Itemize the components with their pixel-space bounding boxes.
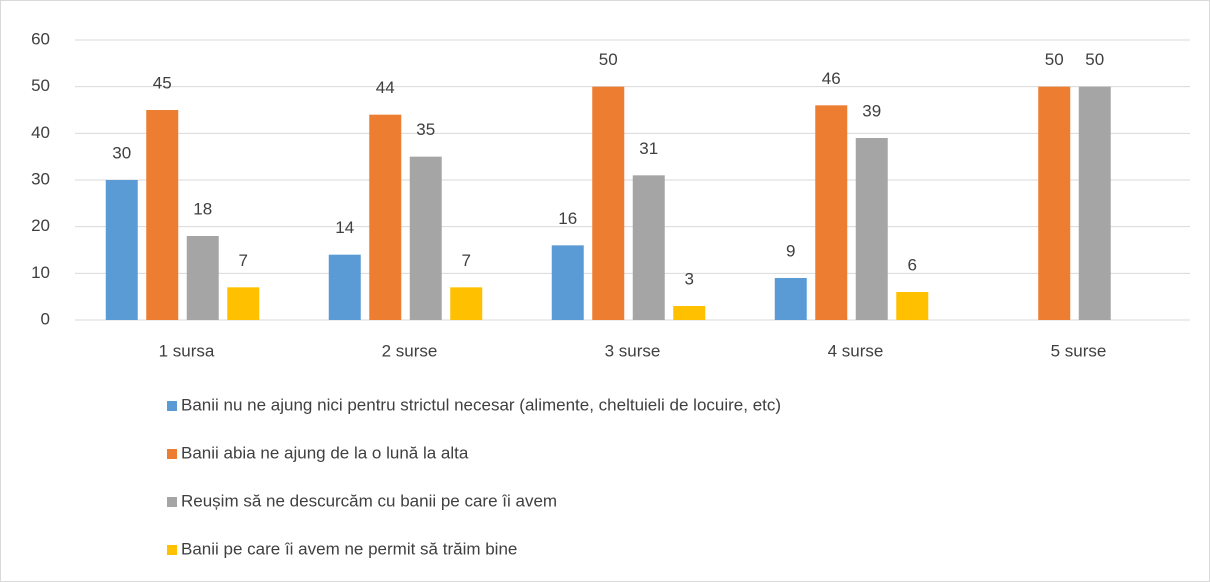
bar [450, 287, 483, 320]
legend-swatch [167, 545, 177, 555]
bar [369, 114, 402, 321]
data-label: 3 [685, 269, 694, 288]
data-label: 31 [639, 139, 658, 158]
bar [409, 156, 442, 320]
bar [896, 292, 929, 320]
bar [328, 254, 361, 320]
bar [1078, 86, 1111, 321]
y-tick-label: 60 [31, 29, 50, 48]
bar [186, 236, 219, 320]
data-label: 50 [1045, 50, 1064, 69]
bar [227, 287, 260, 320]
y-tick-label: 10 [31, 263, 50, 282]
data-label: 35 [416, 120, 435, 139]
legend-label: Reușim să ne descurcăm cu banii pe care … [181, 491, 557, 510]
bar [105, 180, 138, 320]
bar [774, 278, 807, 320]
data-label: 7 [239, 251, 248, 270]
data-label: 18 [193, 199, 212, 218]
data-label: 7 [462, 251, 471, 270]
data-label: 30 [112, 143, 131, 162]
x-tick-label: 3 surse [605, 341, 661, 360]
data-label: 9 [786, 241, 795, 260]
y-tick-label: 0 [41, 309, 50, 328]
bar [1038, 86, 1071, 321]
bar [551, 245, 584, 320]
data-label: 16 [558, 209, 577, 228]
bar [632, 175, 665, 320]
legend-swatch [167, 497, 177, 507]
data-label: 39 [862, 101, 881, 120]
bar [146, 110, 179, 320]
data-label: 50 [599, 50, 618, 69]
legend-swatch [167, 401, 177, 411]
legend-label: Banii nu ne ajung nici pentru strictul n… [181, 395, 781, 414]
y-tick-label: 50 [31, 76, 50, 95]
data-label: 50 [1085, 50, 1104, 69]
data-label: 44 [376, 78, 395, 97]
bar [815, 105, 848, 320]
x-tick-label: 5 surse [1051, 341, 1107, 360]
x-tick-label: 1 sursa [159, 341, 215, 360]
x-tick-label: 4 surse [828, 341, 884, 360]
bar [592, 86, 625, 321]
legend-swatch [167, 449, 177, 459]
y-tick-label: 40 [31, 123, 50, 142]
data-label: 46 [822, 69, 841, 88]
y-tick-label: 30 [31, 169, 50, 188]
legend-label: Banii pe care îi avem ne permit să trăim… [181, 539, 517, 558]
bar [855, 138, 888, 320]
legend-label: Banii abia ne ajung de la o lună la alta [181, 443, 469, 462]
x-tick-label: 2 surse [382, 341, 438, 360]
data-label: 45 [153, 73, 172, 92]
data-label: 6 [908, 255, 917, 274]
y-tick-label: 20 [31, 216, 50, 235]
bar [673, 306, 706, 320]
data-label: 14 [335, 218, 354, 237]
